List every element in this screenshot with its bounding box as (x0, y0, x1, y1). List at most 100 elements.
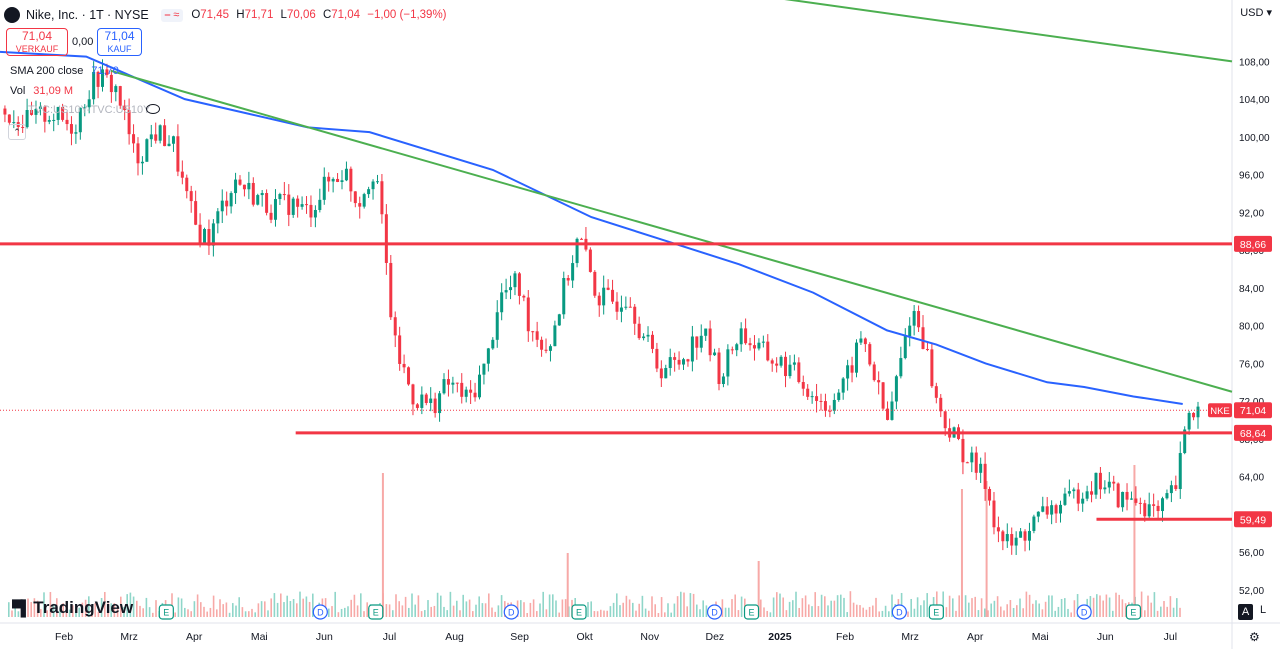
sell-button[interactable]: 71,04 VERKAUF (6, 28, 68, 56)
hidden-eye-icon[interactable] (146, 104, 160, 114)
time-tick-label: Apr (186, 631, 203, 643)
volume-bar (100, 598, 103, 617)
volume-bar (852, 602, 855, 617)
symbol-title[interactable]: Nike, Inc. · 1T · NYSE (26, 8, 149, 22)
volume-bar (401, 605, 404, 617)
volume-bar (1156, 610, 1159, 617)
candle-body (708, 328, 712, 356)
sma-200-line[interactable] (0, 50, 1183, 405)
volume-bar (856, 604, 858, 617)
dividend-marker[interactable] (1076, 604, 1092, 620)
time-tick-label: Mrz (901, 631, 919, 643)
volume-bar (443, 606, 445, 617)
candle-body (305, 204, 309, 206)
volume-bar (193, 601, 196, 617)
volume-bar (737, 610, 740, 617)
collapse-legend-icon[interactable]: ⌃ (8, 124, 26, 140)
currency-selector[interactable]: USD ▾ (1240, 7, 1272, 19)
trendline[interactable] (690, 0, 1233, 63)
candle-body (1103, 487, 1107, 490)
earnings-marker[interactable] (571, 604, 587, 620)
hidden-indicator-legend[interactable]: TVC:US10Y-TVC:US10Y (28, 104, 151, 116)
volume-bar (568, 606, 570, 617)
candle-body (495, 312, 499, 340)
candle-body (96, 71, 100, 87)
candle-body (384, 214, 388, 263)
candle-body (921, 327, 925, 349)
candle-body (402, 363, 406, 368)
volume-bar (78, 607, 80, 617)
earnings-marker[interactable] (158, 604, 174, 620)
compare-icon[interactable]: ⎯ ≈ (160, 8, 184, 22)
volume-bar (593, 611, 596, 617)
volume-bar (206, 611, 208, 617)
candle-body (30, 110, 34, 115)
candle-body (682, 359, 686, 365)
dividend-marker[interactable] (891, 604, 907, 620)
volume-bar (452, 605, 455, 617)
volume-bar (248, 611, 250, 617)
tradingview-mark-icon: ▀▌ (12, 599, 31, 617)
candle-body (114, 86, 118, 93)
volume-bar (398, 601, 400, 617)
candle-body (1023, 531, 1027, 541)
dividend-marker[interactable] (312, 604, 328, 620)
candle-body (491, 339, 495, 349)
volume-bar (110, 603, 112, 617)
earnings-marker[interactable] (368, 604, 384, 620)
earnings-marker[interactable] (1125, 604, 1142, 620)
candle-body (713, 352, 717, 356)
candle-body (699, 335, 703, 348)
time-tick-label: Jul (383, 631, 396, 643)
volume-bar (1016, 605, 1018, 617)
volume-legend[interactable]: Vol 31,09 M (10, 85, 74, 97)
candle-body (322, 176, 326, 200)
volume-bar (174, 612, 176, 617)
candle-body (588, 249, 592, 272)
log-scale-button[interactable]: L (1260, 604, 1267, 616)
volume-bar (1166, 606, 1168, 617)
volume-bar (990, 603, 992, 617)
volume-bar (523, 602, 525, 617)
volume-bar (878, 611, 880, 617)
volume-bar (632, 602, 634, 617)
auto-scale-button[interactable]: A (1238, 604, 1253, 620)
candle-body (327, 176, 331, 182)
volume-bar (200, 602, 202, 617)
volume-bar (1076, 594, 1079, 617)
buy-button[interactable]: 71,04 KAUF (97, 28, 142, 56)
volume-bar (68, 609, 71, 617)
volume-bar (366, 602, 368, 617)
volume-bar (833, 600, 836, 617)
dividend-marker[interactable] (706, 604, 723, 620)
earnings-marker-label: E (749, 608, 755, 618)
candle-body (34, 108, 38, 115)
volume-bar (660, 597, 663, 617)
candle-body (438, 393, 442, 414)
settings-gear-icon[interactable]: ⚙ (1249, 630, 1260, 644)
candle-body (242, 184, 246, 190)
volume-bar (859, 605, 861, 617)
time-tick-label: Feb (836, 631, 854, 643)
volume-bar (1057, 606, 1060, 617)
volume-bar (811, 606, 813, 617)
dividend-marker[interactable] (503, 604, 519, 620)
sma-legend[interactable]: SMA 200 close 71,70 (10, 65, 119, 77)
candle-body (380, 181, 384, 215)
earnings-marker[interactable] (743, 604, 760, 620)
earnings-marker-label: E (576, 608, 582, 618)
volume-bar (1028, 594, 1031, 617)
volume-bar (542, 591, 544, 617)
volume-bar (705, 605, 708, 617)
candle-body (1032, 516, 1036, 531)
volume-bar (328, 608, 330, 617)
volume-bar (126, 594, 128, 617)
volume-bar (36, 600, 39, 617)
earnings-marker[interactable] (928, 604, 944, 620)
trendline[interactable] (110, 69, 1233, 393)
candle-body (375, 181, 379, 183)
volume-bar (817, 606, 820, 617)
volume-bar (56, 598, 58, 617)
volume-bar (484, 603, 487, 617)
